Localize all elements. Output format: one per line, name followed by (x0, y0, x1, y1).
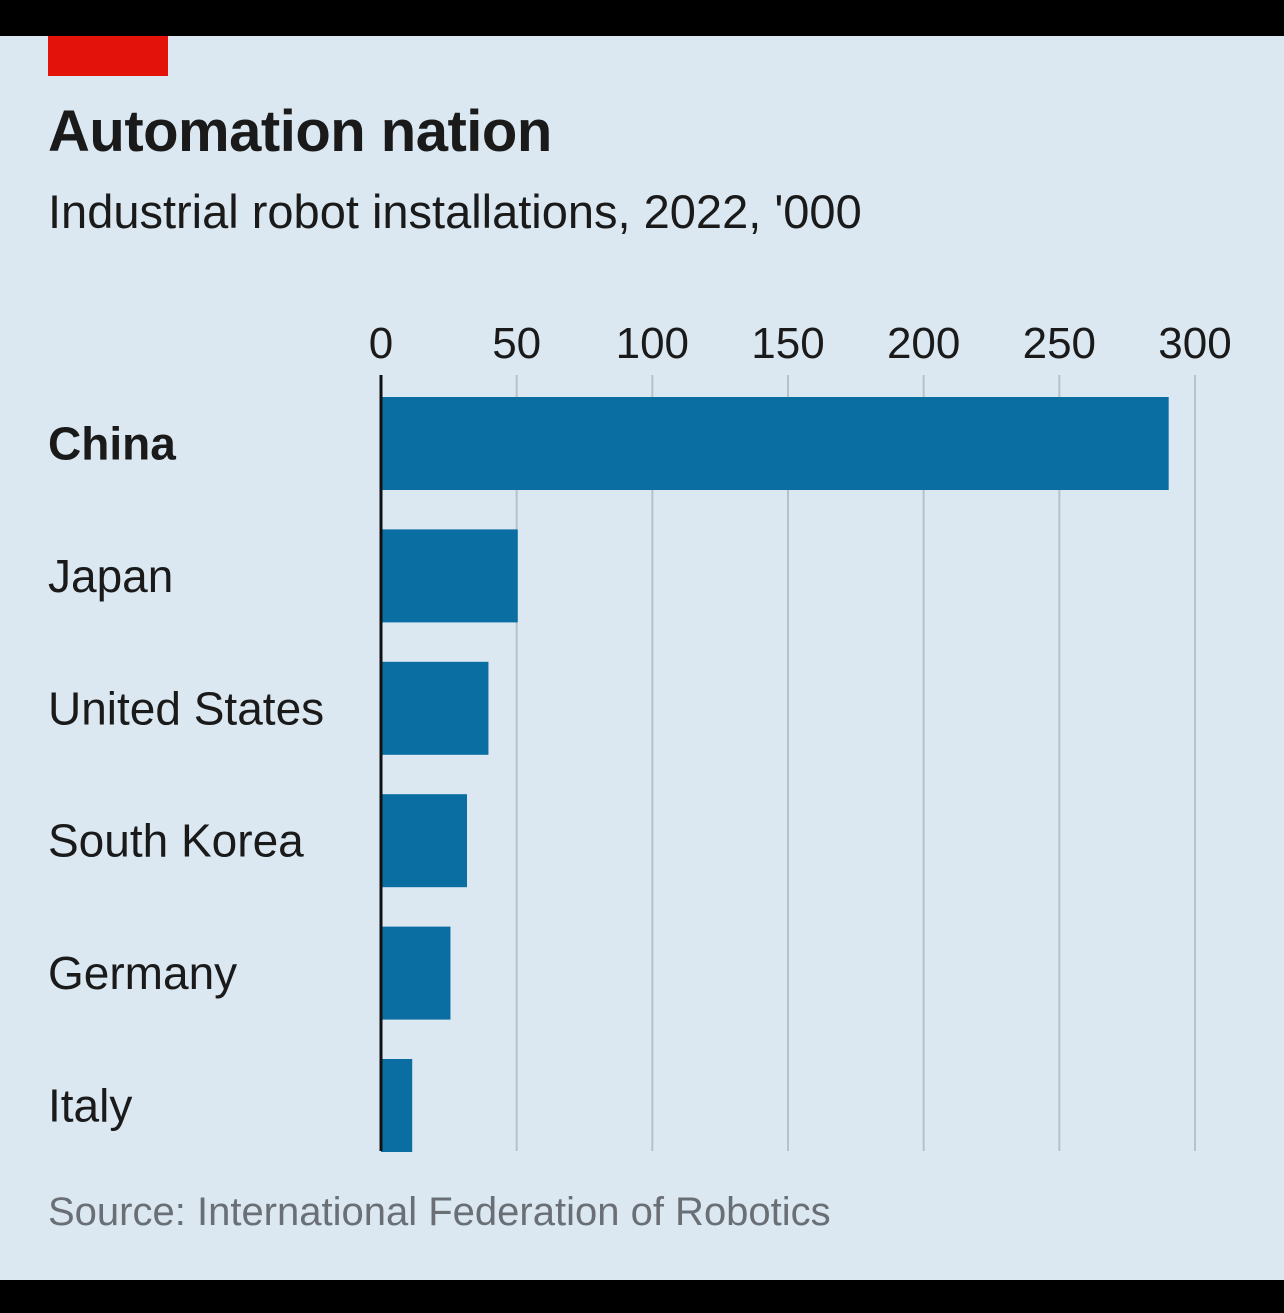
x-tick-label: 200 (887, 319, 960, 368)
x-tick-label: 150 (751, 319, 824, 368)
bar-italy (381, 1059, 413, 1152)
bar-south-korea (381, 794, 468, 888)
category-label: South Korea (48, 815, 304, 867)
bar-china (381, 397, 1169, 490)
chart-title: Automation nation (48, 99, 552, 164)
x-tick-label: 0 (369, 319, 393, 368)
category-label: United States (48, 682, 324, 734)
chart-subtitle: Industrial robot installations, 2022, '0… (48, 185, 862, 238)
category-label: Germany (48, 947, 237, 999)
x-tick-label: 100 (616, 319, 689, 368)
x-tick-label: 300 (1158, 319, 1231, 368)
brand-accent-bar (48, 36, 168, 76)
bar-united-states (381, 661, 489, 755)
category-label: China (48, 418, 176, 470)
bar-germany (381, 926, 451, 1020)
bar-japan (381, 529, 518, 623)
category-label: Italy (48, 1080, 132, 1132)
chart-source: Source: International Federation of Robo… (48, 1190, 831, 1234)
x-tick-label: 50 (492, 319, 541, 368)
bar-chart: 0 50 100 150 200 250 300 China Japan United State… (48, 319, 1232, 1152)
category-label: Japan (48, 550, 173, 602)
chart-panel: Automation nation Industrial robot insta… (0, 36, 1284, 1280)
x-tick-label: 250 (1023, 319, 1096, 368)
